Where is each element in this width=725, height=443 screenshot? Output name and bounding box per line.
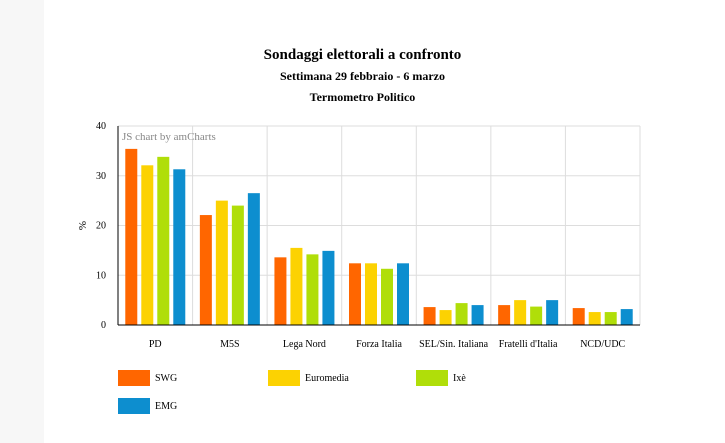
legend-item[interactable]: Ixè	[416, 370, 466, 386]
bar-ix-	[381, 268, 393, 325]
bar-ix-	[530, 306, 543, 325]
amcharts-watermark: JS chart by amCharts	[122, 131, 216, 143]
y-axis-label: %	[77, 221, 89, 230]
legend-item[interactable]: SWG	[118, 370, 177, 386]
bar-emg	[620, 309, 633, 325]
y-tick-label: 40	[96, 121, 106, 132]
chart-title: Sondaggi elettorali a confronto	[263, 47, 462, 63]
left-margin-strip	[0, 0, 44, 443]
legend-swatch	[118, 370, 150, 386]
bar-swg	[423, 307, 436, 325]
bar-euromedia	[439, 310, 452, 325]
bar-swg	[349, 263, 361, 325]
bar-emg	[322, 250, 335, 325]
bar-swg	[274, 257, 287, 325]
chart-source: Termometro Politico	[309, 90, 416, 104]
legend-swatch	[416, 370, 448, 386]
legend-label: Ixè	[453, 372, 466, 384]
y-tick-label: 10	[96, 270, 106, 281]
chart-subtitle: Settimana 29 febbraio - 6 marzo	[280, 69, 445, 83]
bar-emg	[397, 263, 409, 325]
bar-ix-	[604, 312, 617, 325]
bar-emg	[247, 193, 260, 325]
legend-item[interactable]: Euromedia	[268, 370, 349, 386]
bar-euromedia	[290, 247, 303, 325]
x-tick-label: NCD/UDC	[580, 339, 625, 350]
legend-label: Euromedia	[305, 372, 349, 384]
x-tick-label: Lega Nord	[283, 339, 326, 350]
bar-euromedia	[514, 300, 527, 325]
legend-swatch	[118, 398, 150, 414]
x-tick-label: Fratelli d'Italia	[499, 339, 558, 350]
bar-emg	[471, 305, 484, 325]
x-tick-label: SEL/Sin. Italiana	[419, 339, 488, 350]
bar-euromedia	[588, 312, 601, 325]
bar-ix-	[306, 254, 319, 325]
bar-swg	[199, 215, 212, 325]
bar-euromedia	[365, 263, 377, 325]
y-tick-label: 30	[96, 171, 106, 182]
bar-swg	[125, 148, 138, 325]
y-tick-label: 0	[101, 320, 106, 331]
y-tick-label: 20	[96, 221, 106, 232]
legend-label: SWG	[155, 372, 178, 384]
bar-ix-	[455, 303, 468, 325]
legend-item[interactable]: EMG	[118, 398, 177, 414]
bar-ix-	[157, 156, 170, 325]
bar-swg	[572, 308, 585, 325]
x-tick-label: PD	[149, 339, 162, 350]
bar-euromedia	[215, 200, 228, 325]
bar-euromedia	[141, 165, 154, 325]
x-tick-label: Forza Italia	[356, 339, 402, 350]
bar-ix-	[231, 205, 244, 325]
legend-label: EMG	[155, 400, 178, 412]
x-tick-label: M5S	[220, 339, 239, 350]
bar-emg	[173, 169, 186, 325]
legend-swatch	[268, 370, 300, 386]
bar-emg	[546, 300, 559, 325]
bar-swg	[498, 305, 511, 325]
